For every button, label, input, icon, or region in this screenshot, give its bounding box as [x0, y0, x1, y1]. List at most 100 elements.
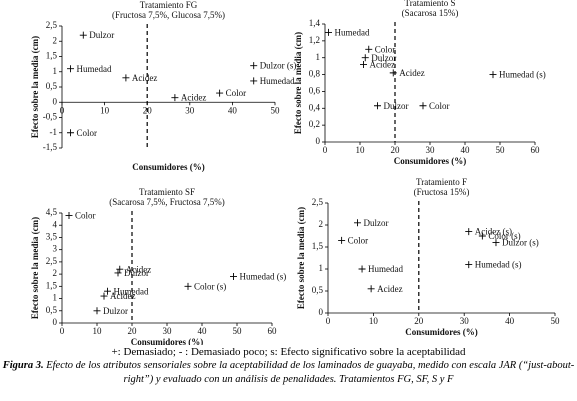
point-marker: [184, 282, 192, 290]
point-label: Color: [375, 44, 396, 54]
point: Color: [365, 44, 395, 54]
x-tick-label: 20: [128, 326, 138, 336]
point-marker: [114, 269, 122, 277]
point-label: Dulzor: [384, 101, 409, 111]
x-tick-label: 10: [356, 145, 366, 155]
point-label: Color: [429, 101, 450, 111]
x-tick-label: 10: [369, 316, 379, 326]
point-marker: [93, 307, 101, 315]
point-label: Acidez: [377, 284, 402, 294]
point-label: Humedad: [77, 64, 112, 74]
x-tick-label: 0: [60, 105, 65, 115]
y-axis-label: Efecto sobre la media (cm): [30, 217, 40, 319]
y-tick-label: 0,8: [309, 69, 321, 79]
point-marker: [338, 236, 346, 244]
y-tick-label: 3,5: [46, 232, 58, 242]
y-tick-label: 2,5: [312, 197, 324, 207]
point: Color: [338, 235, 368, 245]
point-label: Acidez (s): [475, 227, 512, 237]
point: Dulzor: [79, 30, 114, 40]
y-tick-label: 2: [53, 268, 58, 278]
x-axis-label: Consumidores (%): [132, 162, 205, 172]
point-label: Dulzor: [89, 30, 114, 40]
legend-note: +: Demasiado; - : Demasiado poco; s: Efe…: [111, 346, 466, 358]
chart-subtitle: (Sacarosa 7,5%, Fructosa 7,5%): [109, 197, 224, 207]
x-tick-label: 30: [163, 326, 173, 336]
y-tick-label: 1,5: [46, 51, 58, 61]
point: Color (s): [478, 231, 521, 241]
point-label: Color: [348, 235, 369, 245]
chart-title: Tratamiento SF: [139, 187, 195, 197]
point-label: Acidez: [181, 93, 206, 103]
x-tick-label: 40: [461, 145, 471, 155]
point-label: Dulzor: [103, 306, 128, 316]
point-label: Acidez: [370, 60, 395, 70]
point: Acidez: [360, 60, 395, 70]
point: Acidez: [171, 93, 206, 103]
x-tick-label: 60: [531, 145, 541, 155]
point-marker: [250, 77, 258, 85]
y-tick-label: 0: [53, 96, 58, 106]
point: Acidez: [116, 264, 151, 274]
point: Acidez: [122, 73, 157, 83]
point-marker: [65, 211, 73, 219]
point-label: Humedad (s): [475, 260, 522, 270]
caption-label: Figura 3.: [2, 360, 44, 371]
x-tick-label: 0: [60, 326, 65, 336]
x-axis-label: Consumidores (%): [405, 327, 478, 337]
point-marker: [419, 102, 427, 110]
x-tick-label: 50: [271, 105, 281, 115]
point-marker: [389, 69, 397, 77]
y-tick-label: 0: [53, 317, 58, 327]
point-label: Dulzor (s): [260, 61, 297, 71]
point-marker: [360, 60, 367, 68]
x-tick-label: 50: [551, 316, 561, 326]
point: Dulzor: [361, 53, 396, 63]
point-marker: [104, 287, 111, 295]
y-tick-label: 1: [53, 66, 58, 76]
point-marker: [367, 285, 375, 293]
point: Color: [216, 88, 246, 98]
y-tick-label: 2: [53, 35, 58, 45]
point-label: Dulzor: [371, 53, 396, 63]
y-tick-label: 2,5: [46, 20, 58, 30]
point: Dulzor: [114, 268, 149, 278]
point: Acidez: [389, 68, 425, 78]
point: Dulzor: [354, 218, 389, 228]
point-marker: [361, 54, 369, 62]
chart-title: Tratamiento S: [405, 0, 456, 8]
point-marker: [465, 261, 473, 269]
y-tick-label: 1,5: [46, 280, 58, 290]
point: Humedad: [104, 286, 149, 296]
point-marker: [478, 232, 486, 240]
x-tick-label: 10: [93, 326, 103, 336]
point-marker: [216, 89, 224, 97]
point-marker: [325, 28, 332, 36]
point-marker: [492, 239, 500, 247]
point-label: Humedad (s): [240, 272, 287, 282]
x-tick-label: 60: [268, 326, 278, 336]
chart-title: Tratamiento FG: [140, 0, 198, 10]
y-tick-label: -1,5: [43, 142, 58, 152]
x-tick-label: 40: [198, 326, 208, 336]
point: Dulzor: [93, 306, 128, 316]
point-label: Humedad: [260, 76, 295, 86]
y-tick-label: 0: [316, 136, 321, 146]
y-tick-label: 4: [53, 219, 58, 229]
point-label: Color (s): [488, 231, 520, 241]
y-tick-label: -0,5: [43, 112, 58, 122]
y-tick-label: 1,4: [309, 18, 321, 28]
point-marker: [67, 65, 75, 73]
point-marker: [354, 219, 362, 227]
x-tick-label: 50: [233, 326, 243, 336]
x-axis-label: Consumidores (%): [394, 156, 467, 166]
y-tick-label: 0,5: [46, 81, 58, 91]
point-label: Acidez: [132, 73, 157, 83]
y-tick-label: 0,5: [46, 305, 58, 315]
point: Humedad: [325, 27, 370, 37]
y-tick-label: 0,5: [312, 285, 324, 295]
point-marker: [100, 292, 108, 300]
point: Color (s): [184, 281, 226, 291]
point-marker: [116, 265, 124, 273]
y-tick-label: 0,6: [309, 85, 321, 95]
